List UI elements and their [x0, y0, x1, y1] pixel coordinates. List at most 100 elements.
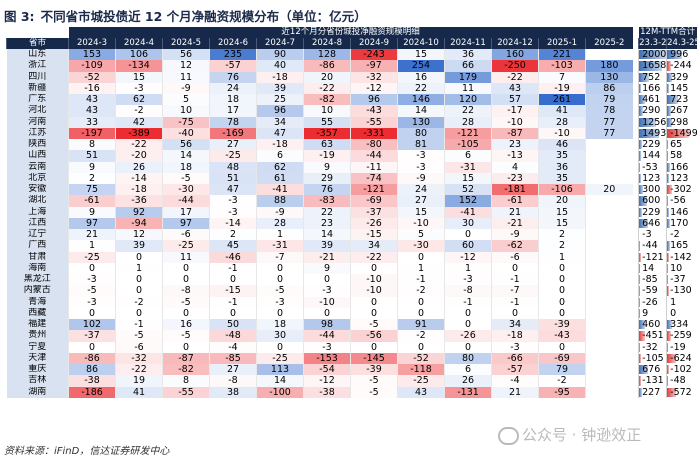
ttm-value: 229	[642, 206, 661, 218]
value-cell: 128	[303, 49, 351, 61]
value-cell: 51	[68, 150, 116, 162]
value-cell: -5	[115, 330, 163, 342]
value-cell: -18	[491, 330, 539, 342]
value-cell: 22	[397, 82, 445, 94]
ttm-value: -451	[642, 330, 664, 342]
province-name: 重庆	[6, 364, 69, 376]
value-cell: -5	[162, 330, 210, 342]
ttm-cell: 10	[666, 262, 697, 274]
figure-number: 图 3:	[4, 9, 35, 24]
value-cell: -10	[303, 296, 351, 308]
value-cell: -243	[350, 49, 398, 61]
value-cell: 39	[303, 240, 351, 252]
value-cell: 43	[68, 94, 116, 106]
ttm-cell: 144	[638, 150, 667, 162]
ttm-value: -102	[670, 364, 692, 375]
ttm-data-bar	[639, 95, 646, 105]
value-cell: 0	[538, 296, 586, 308]
value-cell: 11	[444, 82, 492, 94]
value-cell: 21	[491, 206, 539, 218]
value-cell: -95	[538, 386, 586, 398]
table-row: 辽宁 21 12 -6 2 1 14 -15 5 0 -9 2 -3 -2	[6, 229, 697, 241]
value-cell	[584, 139, 633, 151]
ttm-value: 290	[642, 105, 661, 117]
value-cell: -54	[303, 364, 351, 376]
value-cell	[584, 240, 633, 252]
ttm-data-bar	[667, 173, 669, 183]
ttm-data-bar	[667, 61, 671, 71]
ttm-data-bar	[639, 320, 646, 330]
ttm-data-bar	[639, 365, 649, 375]
ttm-cell: -142	[666, 251, 697, 263]
value-cell: 8	[162, 375, 210, 387]
value-cell: 26	[444, 375, 492, 387]
ttm-value: -244	[670, 60, 692, 72]
ttm-value: 461	[642, 94, 661, 105]
ttm-value: -3	[642, 229, 652, 240]
value-cell: -197	[68, 127, 116, 139]
ttm-data-bar	[667, 241, 670, 251]
value-cell: -11	[350, 161, 398, 173]
ttm-data-bar	[639, 151, 642, 161]
value-cell: -69	[350, 195, 398, 207]
value-cell: -8	[444, 285, 492, 297]
ttm-value: 2000	[642, 49, 667, 60]
province-name: 广西	[6, 240, 69, 252]
value-cell: 106	[115, 49, 163, 61]
ttm-value: 752	[642, 71, 661, 83]
ttm-data-bar	[667, 218, 670, 228]
value-cell: 39	[256, 82, 304, 94]
ttm-data-bar	[639, 106, 644, 116]
value-cell: 43	[491, 82, 539, 94]
value-cell: -4	[209, 341, 257, 353]
ttm-value: 1	[670, 296, 677, 308]
value-cell: 0	[350, 262, 398, 274]
value-cell: 61	[256, 172, 304, 184]
value-cell: 63	[303, 139, 351, 151]
value-cell: 15	[115, 71, 163, 83]
table-row: 甘肃 -25 0 11 -46 -7 -21 -22 0 -12 -6 1 -121 -142	[6, 251, 697, 263]
table-row: 西藏 0 0 0 0 0 0 0 0 0 0 0 9 0	[6, 307, 697, 319]
value-cell: -10	[397, 217, 445, 229]
ttm-cell: 123	[666, 172, 697, 184]
value-cell: 0	[444, 341, 492, 353]
value-cell: 0	[256, 274, 304, 286]
value-cell: 146	[397, 94, 445, 106]
value-cell: 0	[303, 307, 351, 319]
table-row: 重庆 86 -22 -82 27 113 -54 -39 -118 6 -57 79 676 -102	[6, 364, 697, 376]
value-cell: -357	[303, 127, 351, 139]
value-cell: 22	[303, 206, 351, 218]
ttm-data-bar	[639, 140, 643, 150]
ttm-cell: -259	[666, 330, 697, 342]
value-cell: -14	[209, 217, 257, 229]
source-note: 资料来源：iFinD，信达证券研发中心	[4, 446, 170, 457]
value-cell: -106	[538, 184, 586, 196]
table-row: 内蒙古 -5 0 -8 -15 -5 -3 -10 -2 -8 -7 0 -59 -130	[6, 285, 697, 297]
value-cell: -250	[491, 60, 539, 72]
value-cell: -6	[491, 251, 539, 263]
value-cell: -62	[491, 240, 539, 252]
value-cell: 24	[209, 82, 257, 94]
value-cell: 120	[444, 94, 492, 106]
value-cell: -331	[350, 127, 398, 139]
value-cell: -9	[162, 82, 210, 94]
province-name: 安徽	[6, 184, 69, 196]
value-cell: 76	[303, 184, 351, 196]
value-cell: 0	[538, 274, 586, 286]
table-row: 北京 2 -14 -5 51 61 29 -74 -9 15 -23 35 123 123	[6, 172, 697, 184]
ttm-value: 996	[670, 49, 689, 60]
ttm-value: -32	[642, 341, 658, 353]
value-cell: -2	[538, 375, 586, 387]
table-row: 吉林 -38 19 8 -8 14 -12 -5 -25 26 -4 -2 -131 -48	[6, 375, 697, 387]
ttm-value: 166	[670, 161, 689, 173]
ttm-data-bar	[639, 173, 641, 183]
value-cell: -61	[491, 195, 539, 207]
value-cell: -5	[350, 386, 398, 398]
value-cell: 27	[397, 195, 445, 207]
table-row: 福建 102 -1 16 50 18 98 -5 91 0 34 -39 460 334	[6, 319, 697, 331]
value-cell: 0	[256, 262, 304, 274]
value-cell: 35	[538, 150, 586, 162]
header-gap	[632, 38, 639, 49]
value-cell: 15	[444, 172, 492, 184]
value-cell: -44	[162, 195, 210, 207]
